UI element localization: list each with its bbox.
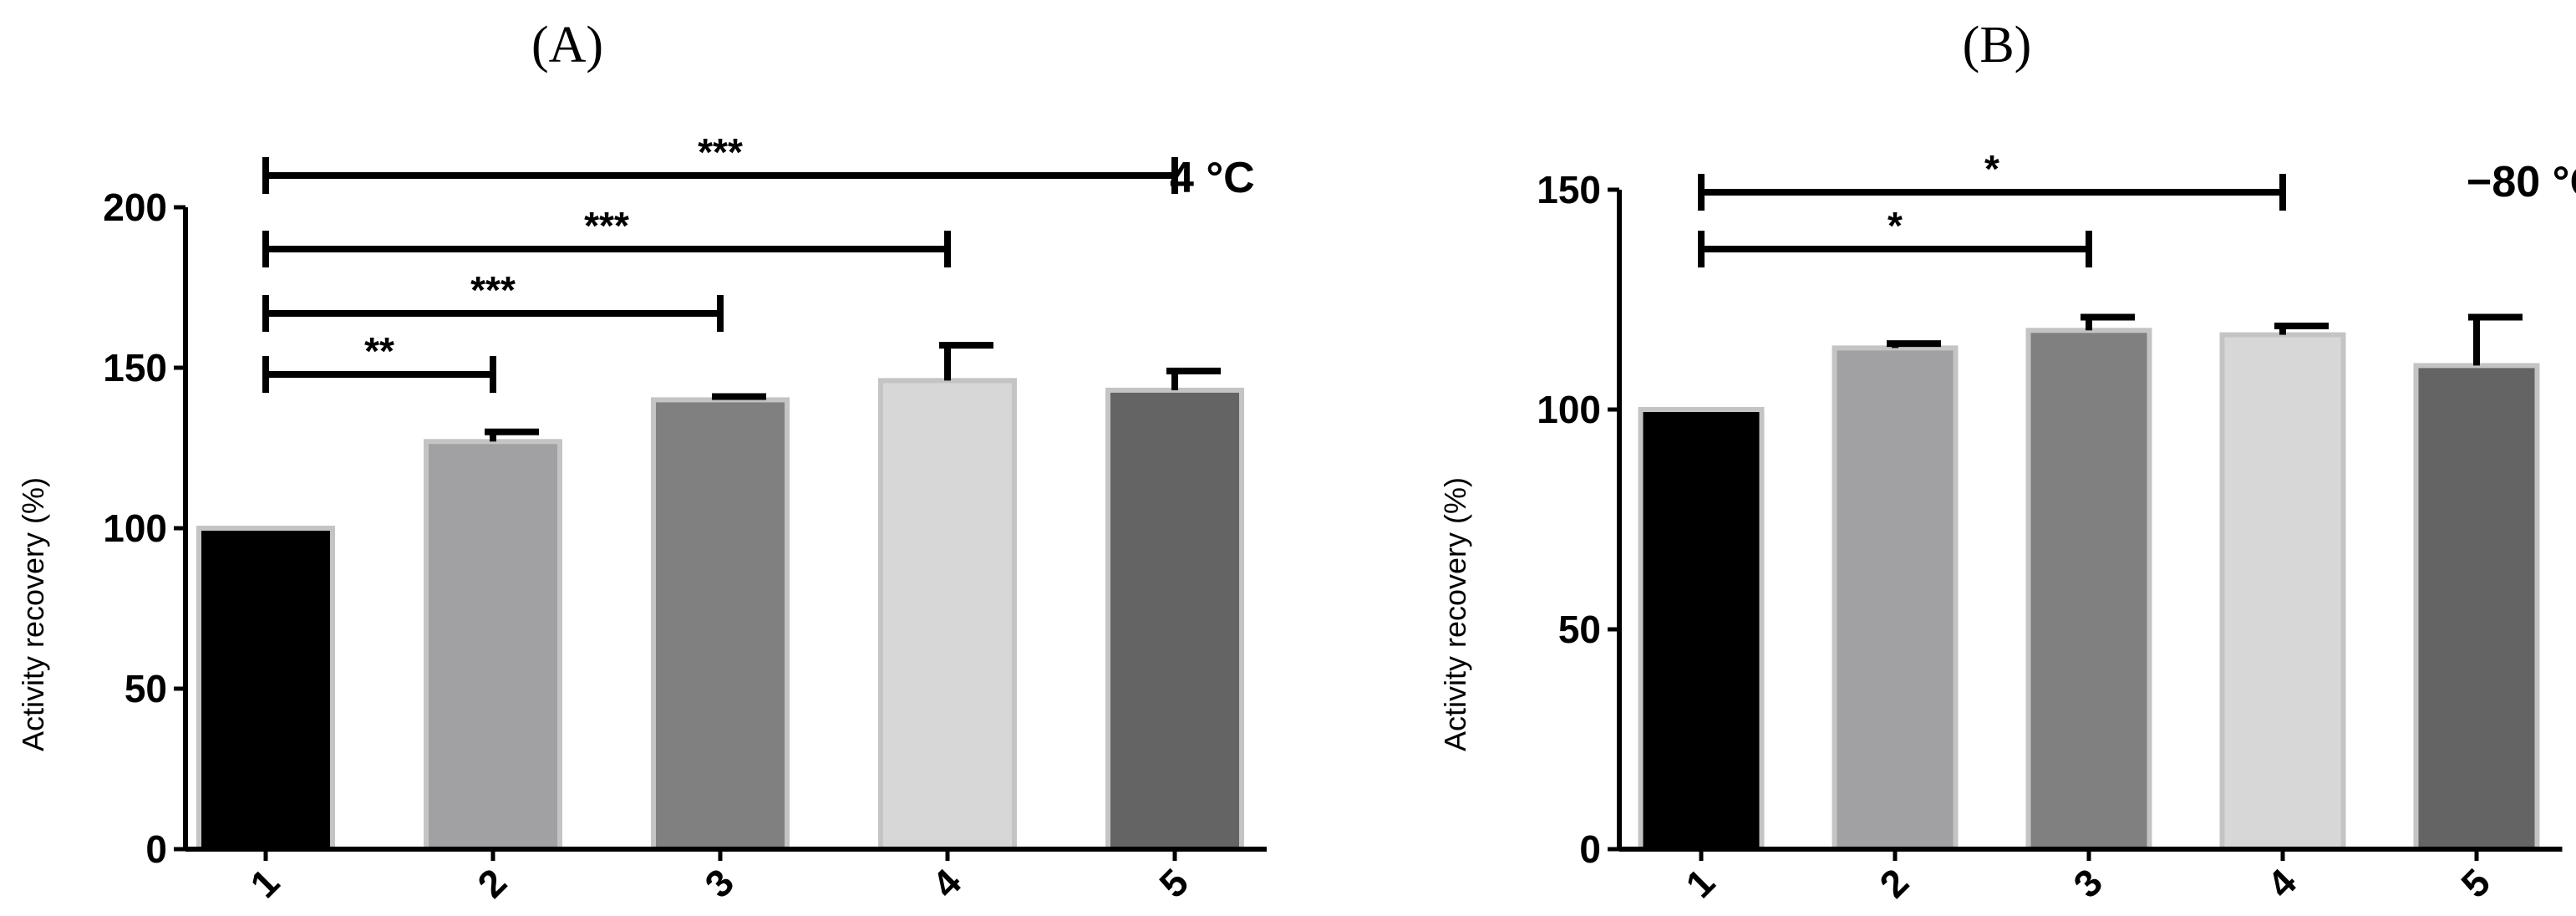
bar-4 [878,378,1017,852]
error-bar-3 [2081,313,2135,331]
y-tick-label: 150 [103,346,167,389]
significance-bracket: *** [262,268,724,332]
y-tick-label: 50 [1558,608,1601,651]
y-tick-label: 100 [103,506,167,550]
bar-4 [2219,332,2346,852]
panel-label: (A) [531,17,603,74]
bar-1 [196,526,335,852]
x-tick-label: 5 [1151,860,1197,906]
significance-label: * [1984,147,1999,191]
significance-bracket: *** [262,130,1178,194]
x-tick-label: 1 [1677,860,1723,906]
panel-a: (A) 4 °C Activity recovery (%) 0 50 100 150… [16,17,1267,906]
y-tick-label: 50 [124,667,167,710]
bar-3 [651,397,790,852]
bar-1 [1638,407,1765,852]
x-tick-label: 4 [2258,860,2304,906]
x-tick-label: 4 [923,860,969,906]
error-bar-3 [712,393,766,400]
bar-3 [2025,328,2152,852]
condition-label: 4 °C [1170,154,1255,202]
error-bar-4 [2274,323,2329,335]
significance-bracket: *** [262,204,951,267]
significance-label: *** [698,130,743,174]
significance-label: *** [470,268,516,312]
x-tick-label: 2 [1871,860,1917,906]
x-tick-label: 3 [696,860,742,906]
significance-label: * [1888,204,1903,247]
panel-label: (B) [1963,17,2032,74]
bar-5 [1105,387,1244,852]
y-axis-label: Activity recovery (%) [1438,477,1472,751]
bar-2 [1832,345,1959,852]
condition-label: −80 °C [2467,158,2576,206]
significance-label: ** [364,329,394,373]
y-tick-label: 200 [103,186,167,229]
panel-b: (B) −80 °C Activity recovery (%) 0 50 100 1… [1438,17,2576,906]
error-bar-4 [939,342,993,381]
y-tick-label: 0 [1579,827,1601,871]
x-tick-label: 2 [469,860,515,906]
y-tick-label: 100 [1537,388,1601,431]
significance-bracket: * [1698,147,2286,211]
y-axis-label: Activity recovery (%) [16,477,50,751]
error-bar-2 [1887,340,1941,349]
x-tick-label: 1 [241,860,287,906]
bar-2 [424,439,562,852]
significance-bracket: * [1698,204,2092,267]
y-tick-label: 0 [145,827,167,871]
error-bar-5 [2468,313,2523,366]
error-bar-5 [1166,367,1221,390]
significance-bracket: ** [262,329,496,393]
x-tick-label: 3 [2065,860,2111,906]
y-tick-label: 150 [1537,168,1601,211]
bar-5 [2413,363,2540,852]
significance-label: *** [584,204,629,247]
x-tick-label: 5 [2452,860,2498,906]
error-bar-2 [485,428,539,442]
